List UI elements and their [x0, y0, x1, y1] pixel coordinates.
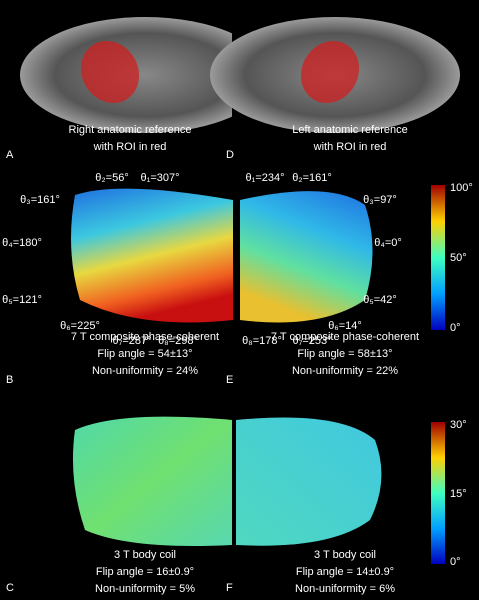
colorbar-label: 15°: [450, 488, 467, 500]
panel-letter: C: [6, 582, 14, 594]
colorbar-label: 30°: [450, 419, 467, 431]
caption: Non-uniformity = 6%: [295, 583, 395, 595]
panel-letter: A: [6, 149, 14, 161]
caption: Right anatomic reference: [69, 124, 192, 136]
angle-label: θ₁=307°: [140, 172, 179, 184]
angle-label: θ₁=234°: [245, 172, 284, 184]
angle-label: θ₆=225°: [60, 320, 100, 332]
panel-letter: D: [226, 149, 234, 161]
colorbar: [431, 185, 445, 330]
angle-label: θ₂=161°: [292, 172, 332, 184]
colorbar-label: 100°: [450, 182, 473, 194]
panel-letter: B: [6, 374, 13, 386]
caption: Flip angle = 16±0.9°: [96, 566, 194, 578]
roi: [80, 40, 140, 104]
angle-label: θ₆=14°: [328, 320, 362, 332]
angle-label: θ₃=161°: [20, 194, 60, 206]
caption: with ROI in red: [313, 141, 387, 153]
caption: with ROI in red: [93, 141, 167, 153]
colorbar-label: 0°: [450, 322, 461, 334]
caption: 3 T body coil: [114, 549, 176, 561]
caption: 7 T composite phase-coherent: [71, 331, 219, 343]
angle-label: θ₄=0°: [374, 237, 402, 249]
angle-label: θ₇=253°: [292, 335, 331, 347]
flip-angle-map: [71, 188, 233, 323]
caption: 3 T body coil: [314, 549, 376, 561]
caption: 7 T composite phase-coherent: [271, 331, 419, 343]
colorbar-label: 0°: [450, 556, 461, 568]
flip-angle-map: [72, 416, 232, 546]
angle-label: θ₈=298°: [158, 335, 198, 347]
caption: Non-uniformity = 22%: [292, 365, 398, 377]
caption: Flip angle = 14±0.9°: [296, 566, 394, 578]
panel-letter: F: [226, 582, 233, 594]
caption: Non-uniformity = 24%: [92, 365, 198, 377]
angle-label: θ₇=287°: [112, 335, 151, 347]
panel-letter: E: [226, 374, 233, 386]
angle-label: θ₂=56°: [95, 172, 128, 184]
colorbar-label: 50°: [450, 252, 467, 264]
angle-label: θ₅=121°: [2, 294, 42, 306]
angle-label: θ₈=178°: [242, 335, 282, 347]
angle-label: θ₄=180°: [2, 237, 42, 249]
flip-angle-map: [236, 417, 382, 546]
roi: [300, 40, 360, 104]
flip-angle-map: [240, 191, 373, 323]
caption: Flip angle = 54±13°: [97, 348, 192, 360]
caption: Non-uniformity = 5%: [95, 583, 195, 595]
caption: Left anatomic reference: [292, 124, 408, 136]
caption: Flip angle = 58±13°: [297, 348, 392, 360]
angle-label: θ₃=97°: [363, 194, 397, 206]
mri-image: [20, 17, 270, 133]
colorbar: [431, 422, 445, 564]
angle-label: θ₅=42°: [363, 294, 397, 306]
